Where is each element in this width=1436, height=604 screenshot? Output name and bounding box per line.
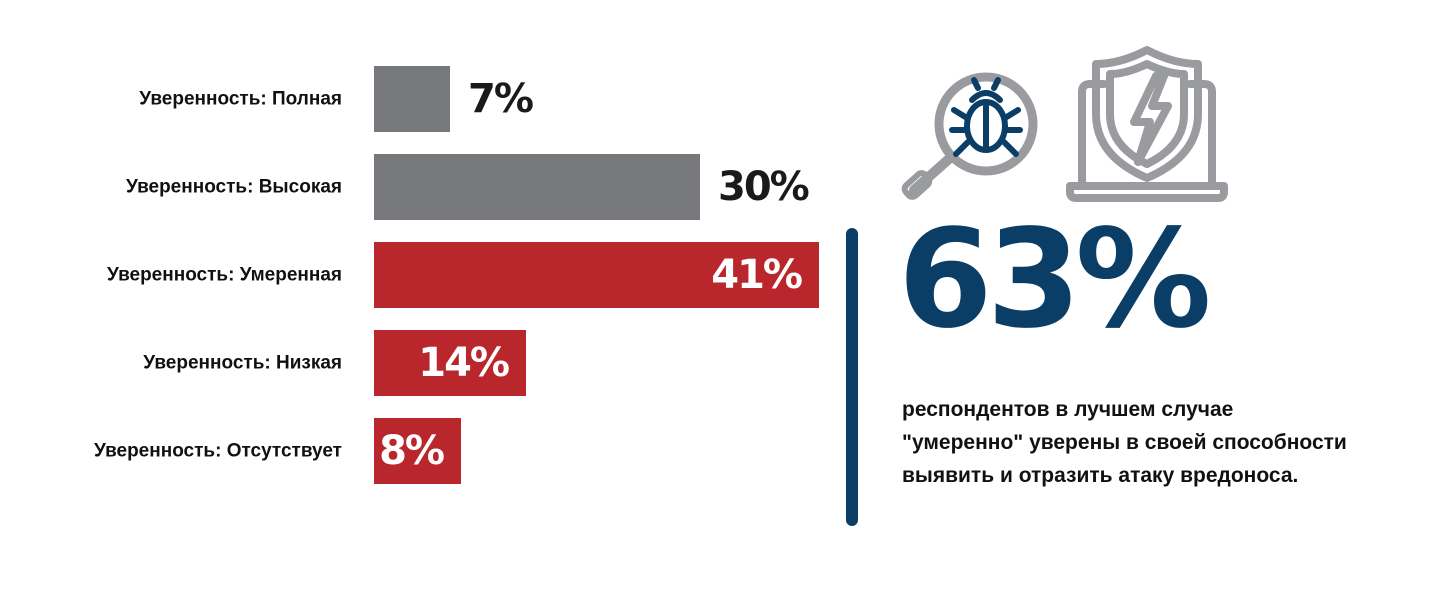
category-label: Уверенность: Полная <box>139 89 342 110</box>
category-label: Уверенность: Низкая <box>143 353 342 374</box>
category-label: Уверенность: Высокая <box>126 177 342 198</box>
category-label: Уверенность: Отсутствует <box>94 441 342 462</box>
highlight-divider <box>846 228 858 526</box>
bar <box>374 418 461 484</box>
value-label: 8% <box>379 428 444 474</box>
highlight-caption: респондентов в лучшем случае "умеренно" … <box>902 393 1422 492</box>
bar <box>374 154 700 220</box>
value-label: 14% <box>418 340 509 386</box>
bar <box>374 242 819 308</box>
highlight-value: 63% <box>898 201 1212 359</box>
bar <box>374 66 450 132</box>
bars-layer: Уверенность: Полная 7% Уверенность: Высока… <box>94 66 819 484</box>
value-label: 41% <box>711 252 802 298</box>
category-label: Уверенность: Умеренная <box>107 265 342 286</box>
caption-line: респондентов в лучшем случае <box>902 398 1234 421</box>
caption-line: выявить и отразить атаку вредоноса. <box>902 464 1299 487</box>
bar <box>374 330 526 396</box>
value-label: 30% <box>718 164 809 210</box>
laptop-shield-lightning-icon <box>1064 44 1230 209</box>
caption-line: "умеренно" уверены в своей способности <box>902 431 1347 454</box>
bug-search-icon <box>898 60 1048 205</box>
value-label: 7% <box>468 76 533 122</box>
